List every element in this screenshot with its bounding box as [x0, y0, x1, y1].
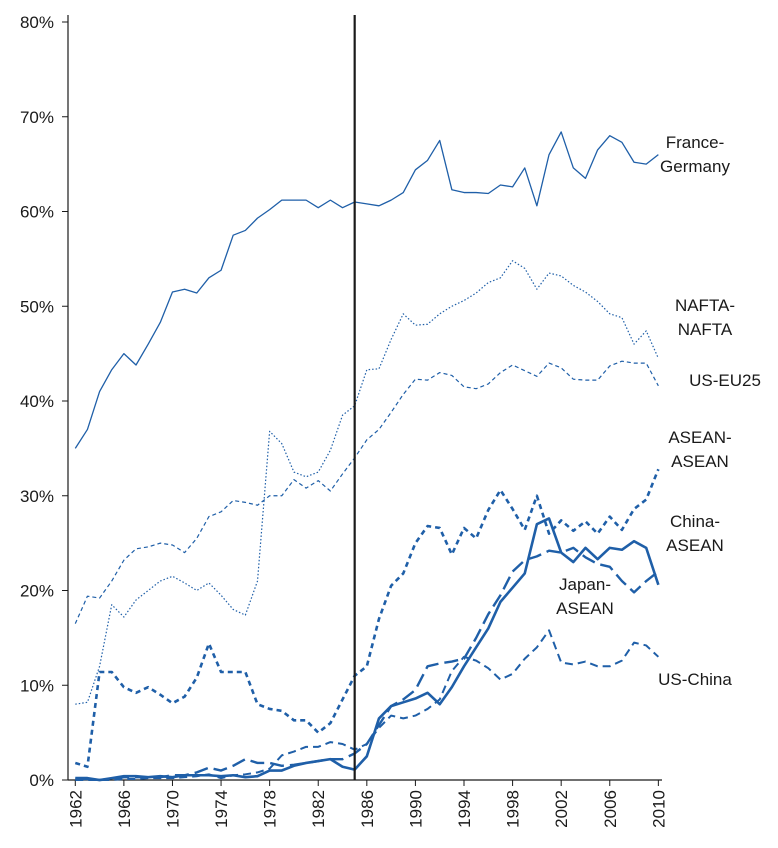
y-tick-label: 30%: [20, 487, 54, 506]
y-tick-label: 60%: [20, 203, 54, 222]
series-line: [75, 629, 660, 781]
x-tick-label: 1998: [504, 790, 523, 828]
series-label: ASEAN-ASEAN: [668, 428, 731, 471]
series-label: Japan-ASEAN: [556, 575, 614, 618]
x-tick-label: 2010: [649, 790, 668, 828]
series-line: [74, 131, 659, 449]
x-tick-label: 1966: [115, 790, 134, 828]
y-tick-label: 40%: [20, 392, 54, 411]
y-tick-label: 70%: [20, 108, 54, 127]
x-tick-label: 1990: [406, 790, 425, 828]
x-tick-label: 2002: [552, 790, 571, 828]
x-tick-label: 1994: [455, 790, 474, 828]
series-label: US-China: [658, 670, 732, 689]
x-tick-label: 2006: [601, 790, 620, 828]
series-line: [74, 360, 659, 624]
series-label: China-ASEAN: [666, 512, 724, 555]
y-tick-label: 50%: [20, 297, 54, 316]
x-tick-label: 1982: [309, 790, 328, 828]
x-tick-label: 1962: [66, 790, 85, 828]
x-tick-label: 1974: [212, 790, 231, 828]
y-tick-label: 20%: [20, 582, 54, 601]
series-line: [75, 260, 659, 705]
x-tick-label: 1986: [358, 790, 377, 828]
series-label: US-EU25: [689, 371, 761, 390]
series-line: [74, 468, 660, 769]
y-tick-label: 80%: [20, 13, 54, 32]
x-tick-label: 1978: [261, 790, 280, 828]
series-label: NAFTA-NAFTA: [675, 296, 735, 339]
x-tick-label: 1970: [163, 790, 182, 828]
y-tick-label: 0%: [29, 771, 54, 790]
series-line: [75, 517, 660, 782]
y-tick-label: 10%: [20, 676, 54, 695]
series-label: France-Germany: [660, 133, 730, 176]
